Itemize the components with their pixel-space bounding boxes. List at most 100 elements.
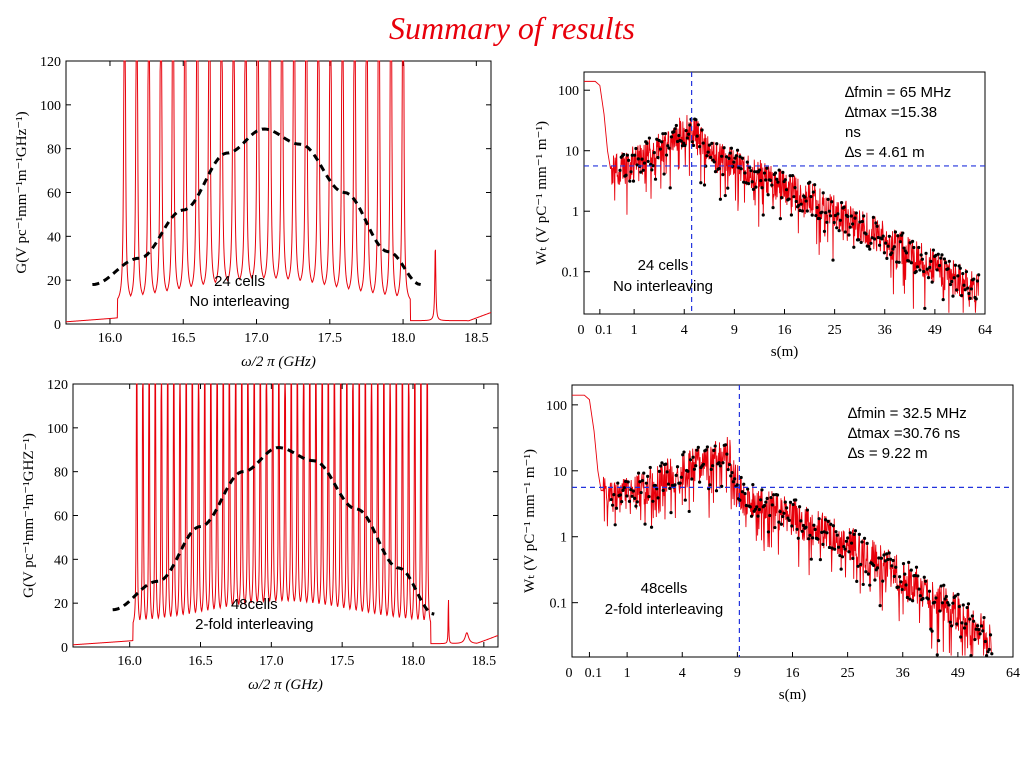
wake-point — [743, 491, 747, 496]
wake-point — [943, 597, 947, 601]
wake-point — [750, 180, 754, 184]
wake-point — [639, 170, 643, 174]
wake-point — [930, 280, 934, 284]
wake-point — [966, 602, 971, 606]
wake-point — [864, 570, 868, 574]
wake-point — [849, 541, 854, 545]
wake-point — [808, 533, 812, 537]
wake-point — [885, 256, 889, 260]
wake-point — [934, 596, 938, 600]
x-tick-label: 16 — [778, 323, 792, 338]
wake-point — [881, 579, 885, 583]
wake-point — [838, 218, 842, 222]
wake-point — [834, 530, 838, 534]
wake-point — [660, 140, 664, 144]
annotation-interleaving: No interleaving — [613, 278, 713, 295]
wake-point — [791, 174, 795, 178]
wake-point — [837, 229, 841, 233]
wake-point — [822, 229, 827, 233]
wake-point — [836, 545, 841, 549]
wake-point — [720, 154, 724, 158]
parameter-line: ns — [845, 124, 861, 141]
wake-point — [742, 482, 746, 486]
wake-point — [979, 624, 984, 628]
wake-point — [673, 483, 677, 487]
wake-point — [609, 497, 613, 502]
wake-point — [622, 152, 626, 157]
wake-point — [939, 584, 943, 588]
wake-point — [987, 647, 991, 652]
wake-point — [858, 220, 862, 224]
wake-point — [839, 201, 844, 205]
wake-point — [890, 564, 894, 568]
spectrum-plot-2: 0 20 40 60 80 100 120 16.0 16.5 17.0 17.5 18.0 18.5 ω… — [21, 378, 499, 693]
wake-point — [990, 652, 994, 656]
wake-point — [672, 130, 676, 134]
wake-point — [968, 296, 972, 300]
wake-point — [656, 155, 660, 160]
wake-point — [795, 527, 799, 531]
wake-point — [922, 269, 926, 274]
wake-point — [868, 247, 872, 251]
wake-point — [916, 574, 920, 578]
wake-point — [646, 474, 650, 478]
wake-point — [744, 181, 748, 185]
wake-point — [938, 609, 942, 613]
wake-point — [801, 523, 806, 528]
wake-point — [949, 624, 954, 628]
wake-point — [663, 131, 667, 136]
wake-point — [673, 127, 677, 131]
wake-point — [939, 256, 943, 260]
y-tick-label: 20 — [47, 274, 61, 289]
wake-point — [965, 605, 969, 610]
wake-point — [650, 168, 654, 172]
wake-point — [616, 481, 620, 485]
y-tick-label: 0.1 — [550, 597, 568, 612]
wake-point — [824, 211, 828, 215]
y-tick-label: 0 — [54, 318, 61, 333]
wake-point — [804, 525, 808, 529]
x-tick-label: 49 — [928, 323, 942, 338]
wake-point — [917, 245, 921, 250]
wake-point — [668, 486, 672, 491]
wake-point — [690, 477, 694, 481]
wake-point — [695, 134, 699, 138]
x-tick-label: 18.5 — [464, 331, 489, 346]
wake-point — [866, 244, 871, 248]
wake-point — [920, 257, 924, 261]
wake-point — [778, 510, 782, 514]
wake-point — [784, 188, 789, 192]
wake-point — [832, 220, 836, 225]
wake-point — [835, 226, 839, 230]
wake-point — [953, 263, 958, 267]
wake-point — [669, 135, 674, 139]
parameter-line: ∆s = 9.22 m — [848, 445, 928, 462]
wake-point — [648, 465, 652, 470]
wake-point — [936, 252, 940, 256]
wake-point — [869, 241, 873, 245]
wake-point — [875, 566, 880, 570]
parameter-line: ∆tmax =30.76 ns — [848, 425, 960, 442]
wake-point — [914, 565, 919, 569]
wake-point — [961, 603, 965, 607]
wake-point — [901, 231, 905, 235]
wake-point — [739, 167, 743, 171]
wake-point — [975, 279, 980, 283]
wake-point — [744, 503, 748, 508]
wake-point — [809, 194, 813, 199]
wake-point — [707, 143, 711, 147]
wake-point — [977, 273, 981, 277]
wake-point — [748, 505, 752, 509]
wake-point — [862, 536, 867, 540]
wake-point — [793, 186, 797, 190]
wake-point — [730, 471, 734, 475]
wake-point — [686, 132, 691, 136]
wake-point — [733, 477, 737, 481]
wake-point — [825, 220, 829, 224]
wake-point — [899, 580, 903, 584]
wake-point — [691, 143, 696, 148]
wake-point — [794, 199, 798, 204]
wake-point — [659, 464, 663, 468]
wake-point — [887, 551, 891, 555]
wake-point — [882, 553, 886, 557]
